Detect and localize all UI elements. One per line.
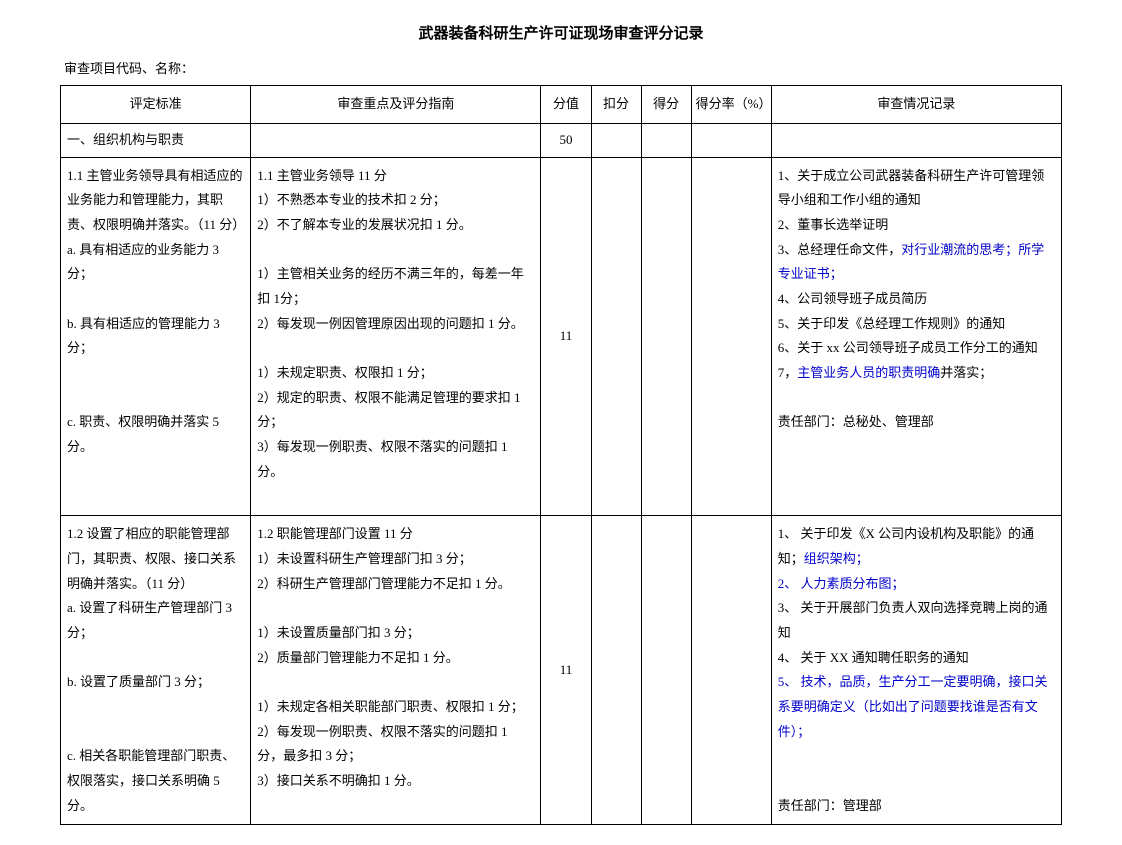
record-cell: 1、 关于印发《X 公司内设机构及职能》的通知；组织架构； 2、 人力素质分布图… [771, 516, 1061, 825]
score-cell: 11 [541, 157, 591, 516]
guide-text: 1）未规定职责、权限扣 1 分； [257, 361, 534, 386]
section-row: 一、组织机构与职责 50 [61, 123, 1062, 157]
guide-text: 1）未设置质量部门扣 3 分； [257, 621, 534, 646]
guide-text: 3）每发现一例职责、权限不落实的问题扣 1 分。 [257, 435, 534, 484]
record-text: 4、 关于 XX 通知聘任职务的通知 [778, 646, 1055, 671]
record-dept: 责任部门：总秘处、管理部 [778, 410, 1055, 435]
scoring-table: 评定标准 审查重点及评分指南 分值 扣分 得分 得分率（%） 审查情况记录 一、… [60, 85, 1062, 825]
header-guide: 审查重点及评分指南 [251, 86, 541, 124]
table-row: 1.2 设置了相应的职能管理部门，其职责、权限、接口关系明确并落实。（11 分）… [61, 516, 1062, 825]
record-text: 3、总经理任命文件，对行业潮流的思考；所学专业证书； [778, 238, 1055, 287]
gain-cell [641, 516, 691, 825]
guide-text: 2）科研生产管理部门管理能力不足扣 1 分。 [257, 572, 534, 597]
standard-text: a. 具有相适应的业务能力 3分； [67, 238, 244, 287]
record-text: 1、关于成立公司武器装备科研生产许可管理领导小组和工作小组的通知 [778, 164, 1055, 213]
record-text: 1、 关于印发《X 公司内设机构及职能》的通知；组织架构； [778, 522, 1055, 571]
guide-text: 1）未设置科研生产管理部门扣 3 分； [257, 547, 534, 572]
header-score: 分值 [541, 86, 591, 124]
header-deduct: 扣分 [591, 86, 641, 124]
record-text: 5、关于印发《总经理工作规则》的通知 [778, 312, 1055, 337]
deduct-cell [591, 516, 641, 825]
guide-text: 1.2 职能管理部门设置 11 分 [257, 522, 534, 547]
record-dept: 责任部门：管理部 [778, 794, 1055, 819]
section-score: 50 [541, 123, 591, 157]
record-text: 3、 关于开展部门负责人双向选择竞聘上岗的通知 [778, 596, 1055, 645]
section-deduct [591, 123, 641, 157]
section-rate [691, 123, 771, 157]
rate-cell [691, 516, 771, 825]
section-guide [251, 123, 541, 157]
guide-cell: 1.1 主管业务领导 11 分 1）不熟悉本专业的技术扣 2 分； 2）不了解本… [251, 157, 541, 516]
guide-text: 1）不熟悉本专业的技术扣 2 分； [257, 188, 534, 213]
guide-text: 2）规定的职责、权限不能满足管理的要求扣 1 分； [257, 386, 534, 435]
gain-cell [641, 157, 691, 516]
guide-text: 2）每发现一例因管理原因出现的问题扣 1 分。 [257, 312, 534, 337]
standard-cell: 1.2 设置了相应的职能管理部门，其职责、权限、接口关系明确并落实。（11 分）… [61, 516, 251, 825]
standard-text: c. 职责、权限明确并落实 5分。 [67, 410, 244, 459]
header-gain: 得分 [641, 86, 691, 124]
section-gain [641, 123, 691, 157]
standard-text: c. 相关各职能管理部门职责、权限落实，接口关系明确 5分。 [67, 744, 244, 818]
standard-text: b. 具有相适应的管理能力 3分； [67, 312, 244, 361]
page-title: 武器装备科研生产许可证现场审查评分记录 [60, 20, 1062, 49]
record-text: 7，主管业务人员的职责明确并落实； [778, 361, 1055, 386]
guide-text: 1.1 主管业务领导 11 分 [257, 164, 534, 189]
header-standard: 评定标准 [61, 86, 251, 124]
guide-text: 2）不了解本专业的发展状况扣 1 分。 [257, 213, 534, 238]
guide-text: 2）每发现一例职责、权限不落实的问题扣 1 分，最多扣 3 分； [257, 720, 534, 769]
standard-cell: 1.1 主管业务领导具有相适应的业务能力和管理能力，其职责、权限明确并落实。（1… [61, 157, 251, 516]
record-text: 6、关于 xx 公司领导班子成员工作分工的通知 [778, 336, 1055, 361]
standard-text: 1.2 设置了相应的职能管理部门，其职责、权限、接口关系明确并落实。（11 分） [67, 522, 244, 596]
guide-text: 1）未规定各相关职能部门职责、权限扣 1 分； [257, 695, 534, 720]
score-cell: 11 [541, 516, 591, 825]
standard-text: a. 设置了科研生产管理部门 3分； [67, 596, 244, 645]
header-row: 评定标准 审查重点及评分指南 分值 扣分 得分 得分率（%） 审查情况记录 [61, 86, 1062, 124]
record-text: 2、董事长选举证明 [778, 213, 1055, 238]
section-name: 一、组织机构与职责 [61, 123, 251, 157]
record-cell: 1、关于成立公司武器装备科研生产许可管理领导小组和工作小组的通知 2、董事长选举… [771, 157, 1061, 516]
record-text: 2、 人力素质分布图； [778, 572, 1055, 597]
record-text: 4、公司领导班子成员简历 [778, 287, 1055, 312]
header-rate: 得分率（%） [691, 86, 771, 124]
standard-text: b. 设置了质量部门 3 分； [67, 670, 244, 695]
guide-cell: 1.2 职能管理部门设置 11 分 1）未设置科研生产管理部门扣 3 分； 2）… [251, 516, 541, 825]
table-row: 1.1 主管业务领导具有相适应的业务能力和管理能力，其职责、权限明确并落实。（1… [61, 157, 1062, 516]
guide-text: 3）接口关系不明确扣 1 分。 [257, 769, 534, 794]
guide-text: 1）主管相关业务的经历不满三年的，每差一年扣 1分； [257, 262, 534, 311]
page-subtitle: 审查项目代码、名称： [60, 57, 1062, 82]
rate-cell [691, 157, 771, 516]
header-record: 审查情况记录 [771, 86, 1061, 124]
section-record [771, 123, 1061, 157]
guide-text: 2）质量部门管理能力不足扣 1 分。 [257, 646, 534, 671]
standard-text: 1.1 主管业务领导具有相适应的业务能力和管理能力，其职责、权限明确并落实。（1… [67, 164, 244, 238]
record-text: 5、 技术，品质，生产分工一定要明确，接口关系要明确定义（比如出了问题要找谁是否… [778, 670, 1055, 744]
deduct-cell [591, 157, 641, 516]
